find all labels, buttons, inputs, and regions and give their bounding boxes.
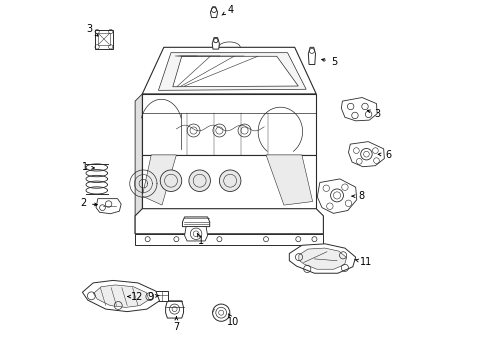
Polygon shape	[265, 155, 312, 205]
Polygon shape	[82, 280, 159, 312]
Polygon shape	[341, 98, 376, 121]
Polygon shape	[289, 244, 355, 273]
Text: 9: 9	[147, 292, 159, 302]
Text: 1: 1	[197, 233, 204, 246]
Polygon shape	[172, 56, 298, 87]
Polygon shape	[298, 248, 346, 269]
Polygon shape	[93, 285, 149, 307]
Text: 8: 8	[351, 191, 364, 201]
Text: 4: 4	[222, 5, 233, 15]
Text: 6: 6	[377, 150, 390, 160]
Polygon shape	[135, 234, 323, 244]
Circle shape	[160, 170, 182, 192]
Text: 7: 7	[173, 316, 179, 332]
Polygon shape	[182, 217, 209, 226]
Polygon shape	[212, 38, 219, 49]
Text: 5: 5	[321, 57, 337, 67]
Polygon shape	[142, 155, 176, 205]
Polygon shape	[317, 179, 356, 213]
Circle shape	[212, 304, 229, 321]
Text: 3: 3	[366, 109, 380, 119]
Polygon shape	[96, 199, 121, 214]
Bar	[155, 291, 168, 301]
Polygon shape	[158, 53, 305, 90]
Bar	[95, 30, 112, 49]
Text: 3: 3	[86, 24, 98, 36]
Text: 2: 2	[81, 198, 97, 208]
Bar	[98, 33, 110, 45]
Polygon shape	[142, 47, 316, 94]
Polygon shape	[184, 226, 207, 241]
Polygon shape	[165, 301, 183, 318]
Circle shape	[219, 170, 241, 192]
Polygon shape	[135, 94, 142, 234]
Circle shape	[188, 170, 210, 192]
Polygon shape	[142, 94, 316, 155]
Polygon shape	[308, 47, 315, 64]
Polygon shape	[348, 141, 384, 167]
Polygon shape	[135, 209, 323, 234]
Text: 12: 12	[127, 292, 143, 302]
Polygon shape	[210, 7, 217, 18]
Text: 1: 1	[81, 162, 94, 172]
Text: 11: 11	[354, 257, 372, 267]
Polygon shape	[142, 155, 316, 209]
Text: 10: 10	[226, 314, 239, 327]
